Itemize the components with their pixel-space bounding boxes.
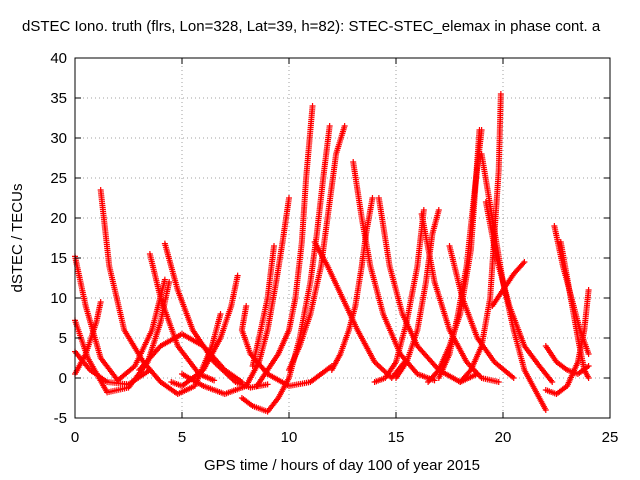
data-point-marker [520,260,527,267]
series-pass-13 [249,243,278,369]
y-tick-label: 20 [50,210,67,227]
x-tick-label: 0 [71,429,79,446]
data-point-marker [585,287,592,293]
data-series [72,91,592,415]
y-tick-label: 0 [59,370,67,387]
data-point-marker [497,91,504,97]
data-point-marker [585,375,592,381]
data-point-marker [478,127,485,133]
data-point-marker [435,207,442,213]
data-point-marker [495,379,502,385]
data-point-marker [309,103,316,109]
data-point-marker [369,195,376,201]
plot-frame [74,57,611,419]
series-pass-18 [350,159,438,384]
series-pass-12 [238,303,335,389]
data-point-marker [286,195,292,201]
y-tick-label: -5 [54,410,67,427]
data-point-marker [420,207,427,213]
data-point-marker [238,379,245,385]
series-pass-27 [482,199,556,385]
series-pass-09 [168,272,241,389]
data-point-marker [326,123,333,129]
y-axis-label: dSTEC / TECUs [9,184,26,293]
y-tick-label: 5 [59,330,67,347]
series-pass-24 [435,127,485,381]
x-tick-label: 20 [495,429,512,446]
y-tick-label: 40 [50,50,67,67]
series-pass-03 [72,348,153,388]
data-point-marker [549,379,556,385]
y-tick-label: 30 [50,130,67,147]
series-pass-33 [542,343,592,377]
series-pass-10 [179,195,292,397]
x-tick-label: 15 [388,429,405,446]
data-point-marker [341,123,348,129]
data-point-marker [585,363,592,369]
series-pass-11 [238,123,333,415]
data-point-marker [585,351,592,357]
grid-lines [75,58,610,418]
data-point-marker [166,279,173,285]
y-tick-label: 10 [50,290,67,307]
data-point-marker [521,259,528,265]
series-pass-04 [72,299,104,377]
data-point-marker [211,377,218,384]
series-pass-29 [489,259,528,309]
data-point-marker [217,311,224,317]
data-point-marker [466,368,473,375]
series-pass-22 [418,211,502,385]
data-point-marker [97,299,104,305]
chart-title: dSTEC Iono. truth (flrs, Lon=328, Lat=39… [22,18,601,35]
data-point-marker [271,243,278,249]
data-point-marker [161,276,168,283]
x-tick-label: 5 [178,429,186,446]
series-pass-14 [253,103,316,389]
y-tick-label: 15 [50,250,67,267]
y-tick-label: 35 [50,90,67,107]
x-tick-label: 25 [602,429,619,446]
data-point-marker [264,381,271,388]
data-point-marker [234,272,241,279]
series-pass-19 [375,195,481,385]
series-pass-20 [371,207,427,385]
data-point-marker [542,407,549,413]
x-axis-label: GPS time / hours of day 100 of year 2015 [204,457,480,474]
data-point-marker [510,375,517,381]
series-pass-28 [457,91,504,385]
series-pass-31 [542,287,592,397]
y-tick-label: 25 [50,170,67,187]
x-tick-label: 10 [281,429,298,446]
